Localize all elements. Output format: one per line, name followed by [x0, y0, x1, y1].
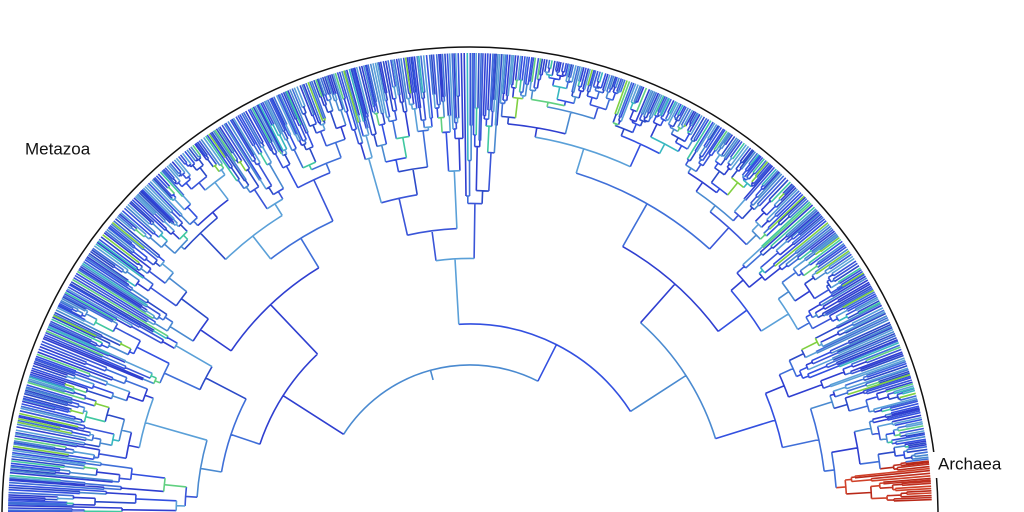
branch-group: [12, 57, 916, 456]
clade-label: Archaea: [938, 454, 1002, 473]
outer-ring: [1, 46, 939, 512]
branch-group: [7, 52, 929, 512]
branch-group: [8, 53, 928, 506]
branches: [7, 52, 932, 512]
branch-group: [14, 57, 924, 492]
branch-group: [9, 60, 909, 512]
branch-group: [9, 52, 925, 511]
branch-group: [7, 52, 924, 512]
branch-group: [836, 467, 932, 501]
branch-group: [846, 460, 932, 502]
label-bg: [18, 138, 114, 162]
branch-group: [8, 52, 926, 504]
branch-group: [8, 52, 927, 512]
label-bg: [933, 452, 1024, 478]
branch-group: [851, 461, 932, 501]
clade-label: Metazoa: [25, 139, 91, 158]
branch-group: [10, 53, 929, 498]
branch-group: [28, 52, 916, 446]
